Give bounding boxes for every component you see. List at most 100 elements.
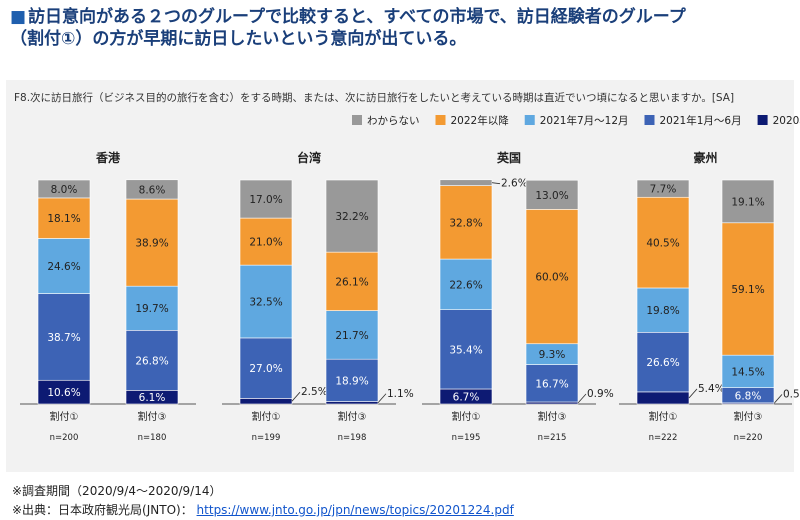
bar-segment bbox=[721, 179, 775, 224]
data-label: 5.4% bbox=[698, 383, 725, 395]
bar-segment bbox=[125, 179, 179, 200]
data-label: 26.8% bbox=[135, 355, 168, 367]
sample-size-label: n=200 bbox=[50, 433, 79, 443]
data-label: 60.0% bbox=[535, 272, 568, 284]
data-label: 32.8% bbox=[449, 217, 482, 229]
survey-question: F8.次に訪日旅行（ビジネス目的の旅行を含む）をする時期、または、次に訪日旅行を… bbox=[14, 92, 735, 104]
data-label: 26.6% bbox=[646, 357, 679, 369]
bar-segment bbox=[439, 179, 493, 186]
data-label: 19.8% bbox=[646, 305, 679, 317]
data-label: 6.8% bbox=[735, 390, 762, 402]
sample-size-label: n=198 bbox=[338, 433, 367, 443]
bar-segment bbox=[636, 332, 690, 393]
data-label: 40.5% bbox=[646, 238, 679, 250]
data-label: 2.5% bbox=[301, 386, 328, 398]
data-label: 21.0% bbox=[249, 237, 282, 249]
bar-segment bbox=[325, 401, 379, 405]
data-label: 14.5% bbox=[731, 366, 764, 378]
data-label: 10.6% bbox=[47, 387, 80, 399]
bar-segment bbox=[239, 217, 293, 266]
data-label: 21.7% bbox=[335, 330, 368, 342]
sample-size-label: n=180 bbox=[138, 433, 167, 443]
leader-line bbox=[291, 391, 301, 402]
data-label: 35.4% bbox=[449, 344, 482, 356]
data-label: 19.1% bbox=[731, 196, 764, 208]
data-label: 2.6% bbox=[501, 178, 528, 190]
bar-segment bbox=[636, 287, 690, 333]
data-label: 6.1% bbox=[139, 392, 166, 404]
bar-segment bbox=[636, 179, 690, 198]
leader-line bbox=[577, 393, 587, 404]
legend-swatch-2 bbox=[524, 115, 535, 125]
sample-size-label: n=222 bbox=[649, 433, 678, 443]
data-label: 6.7% bbox=[453, 391, 480, 403]
leader-line bbox=[773, 394, 783, 404]
legend-label-3: 2021年1月～6月 bbox=[660, 114, 742, 127]
leader-line bbox=[491, 182, 501, 185]
data-label: 59.1% bbox=[731, 284, 764, 296]
bar-segment bbox=[721, 354, 775, 388]
data-label: 9.3% bbox=[539, 349, 566, 361]
bar-segment bbox=[525, 209, 579, 345]
sample-size-label: n=215 bbox=[538, 433, 567, 443]
bar-segment bbox=[239, 179, 293, 219]
bar-group-label: 割付① bbox=[50, 410, 79, 423]
legend-swatch-3 bbox=[644, 115, 655, 125]
bar-segment bbox=[239, 264, 293, 339]
data-label: 18.1% bbox=[47, 213, 80, 225]
data-label: 13.0% bbox=[535, 190, 568, 202]
data-label: 27.0% bbox=[249, 363, 282, 375]
data-label: 0.5% bbox=[783, 388, 800, 400]
square-bullet-icon: ■ bbox=[10, 7, 27, 27]
market-title-2: 英国 bbox=[497, 150, 521, 165]
leader-line bbox=[688, 388, 698, 399]
data-label: 32.2% bbox=[335, 211, 368, 223]
source-line: ※出典：日本政府観光局(JNTO)： https://www.jnto.go.j… bbox=[12, 501, 514, 518]
bar-segment bbox=[636, 391, 690, 405]
headline: ■ 訪日意向がある２つのグループで比較すると、すべての市場で、訪日経験者のグループ… bbox=[10, 6, 790, 50]
source-link[interactable]: https://www.jnto.go.jp/jpn/news/topics/2… bbox=[196, 503, 514, 517]
market-title-0: 香港 bbox=[95, 150, 121, 165]
bar-segment bbox=[525, 401, 579, 405]
market-title-3: 豪州 bbox=[693, 150, 717, 165]
data-label: 8.6% bbox=[139, 184, 166, 196]
stacked-bar-chart: わからない 2022年以降 2021年7月～12月 2021年1月～6月 2020年香港… bbox=[20, 114, 800, 443]
legend-swatch-0 bbox=[352, 115, 362, 125]
legend-swatch-1 bbox=[435, 115, 446, 125]
data-label: 24.6% bbox=[47, 261, 80, 273]
data-label: 1.1% bbox=[387, 388, 414, 400]
legend-label-4: 2020年 bbox=[773, 114, 800, 127]
bar-segment bbox=[636, 196, 690, 289]
bar-group-label: 割付① bbox=[649, 410, 678, 423]
bar-group-label: 割付③ bbox=[538, 410, 567, 423]
data-label: 38.9% bbox=[135, 238, 168, 250]
data-label: 26.1% bbox=[335, 276, 368, 288]
bar-segment bbox=[439, 185, 493, 260]
data-label: 38.7% bbox=[47, 332, 80, 344]
bar-segment bbox=[439, 309, 493, 390]
sample-size-label: n=199 bbox=[252, 433, 281, 443]
survey-period: ※調査期間（2020/9/4～2020/9/14） bbox=[12, 484, 222, 498]
headline-line-2: （割付①）の方が早期に訪日したいという意向が出ている。 bbox=[10, 29, 467, 49]
market-title-1: 台湾 bbox=[297, 150, 321, 165]
data-label: 22.6% bbox=[449, 279, 482, 291]
legend-label-0: わからない bbox=[367, 115, 420, 127]
bar-segment bbox=[239, 398, 293, 405]
leader-line bbox=[377, 393, 387, 404]
bar-group-label: 割付③ bbox=[338, 410, 367, 423]
bar-segment bbox=[125, 198, 179, 287]
bar-segment bbox=[325, 251, 379, 311]
bar-segment bbox=[325, 310, 379, 360]
headline-line-1: ■ 訪日意向がある２つのグループで比較すると、すべての市場で、訪日経験者のグループ bbox=[10, 6, 790, 28]
legend-swatch-4 bbox=[757, 115, 768, 125]
data-label: 19.7% bbox=[135, 303, 168, 315]
data-label: 18.9% bbox=[335, 375, 368, 387]
bar-group-label: 割付① bbox=[452, 410, 481, 423]
bar-segment bbox=[325, 358, 379, 402]
data-label: 32.5% bbox=[249, 297, 282, 309]
data-label: 16.7% bbox=[535, 378, 568, 390]
bar-group-label: 割付③ bbox=[734, 410, 763, 423]
bar-group-label: 割付① bbox=[252, 410, 281, 423]
legend-label-1: 2022年以降 bbox=[451, 114, 510, 127]
bar-segment bbox=[525, 179, 579, 210]
